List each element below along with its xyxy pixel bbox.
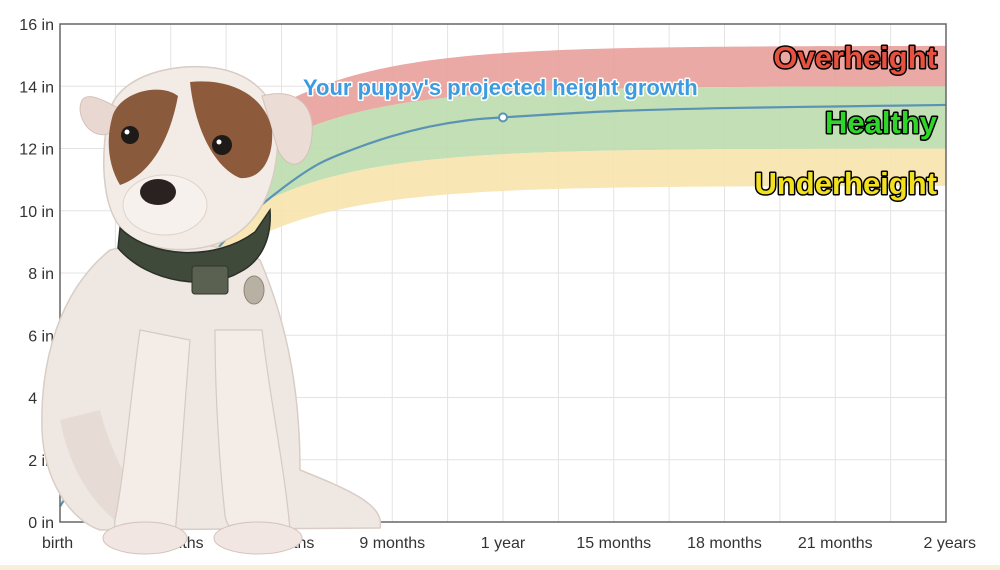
puppy-eye-left [121, 126, 139, 144]
x-tick-label: 21 months [798, 535, 873, 552]
puppy-collar-buckle [191, 265, 229, 295]
puppy-patch-left [108, 89, 178, 185]
y-tick-label: 14 in [19, 79, 54, 96]
bands [60, 45, 946, 507]
puppy-eye-right [212, 135, 232, 155]
band-underheight [60, 148, 946, 507]
puppy-eye-glint-left [124, 129, 130, 135]
x-tick-label: birth [42, 535, 73, 552]
band-label-underheight: Underheight [754, 166, 937, 201]
plot-frame [59, 23, 947, 523]
puppy-nose [140, 179, 176, 205]
x-tick-label: 15 months [576, 535, 651, 552]
puppy-patch-right [190, 81, 273, 179]
band-healthy [60, 86, 946, 507]
puppy-ear-left [79, 96, 119, 136]
projection-annotation: Your puppy's projected height growth [303, 75, 698, 100]
puppy-paw-left [102, 521, 188, 555]
puppy-tag [243, 275, 265, 305]
series-marker [498, 112, 508, 123]
puppy-collar [117, 207, 271, 283]
x-tick-label: 18 months [687, 535, 762, 552]
puppy-illustration [41, 65, 382, 555]
y-tick-label: 8 in [28, 266, 54, 283]
y-tick-label: 16 in [19, 17, 54, 34]
puppy-ear-right [261, 93, 313, 165]
puppy-paw-right [213, 521, 303, 555]
puppy-eye-glint-right [216, 139, 222, 145]
band-labels: Overheight Healthy Underheight [753, 39, 939, 203]
x-tick-label: 9 months [359, 535, 425, 552]
y-tick-label: 10 in [19, 204, 54, 221]
band-label-overheight: Overheight [773, 40, 937, 75]
x-tick-label: 2 years [924, 535, 976, 552]
x-tick-label: 1 year [481, 535, 526, 552]
bottom-strip [0, 565, 1000, 570]
y-tick-label: 0 in [28, 515, 54, 532]
y-tick-label: 12 in [19, 142, 54, 159]
band-label-healthy: Healthy [825, 105, 938, 140]
y-tick-label: 6 in [28, 328, 54, 345]
